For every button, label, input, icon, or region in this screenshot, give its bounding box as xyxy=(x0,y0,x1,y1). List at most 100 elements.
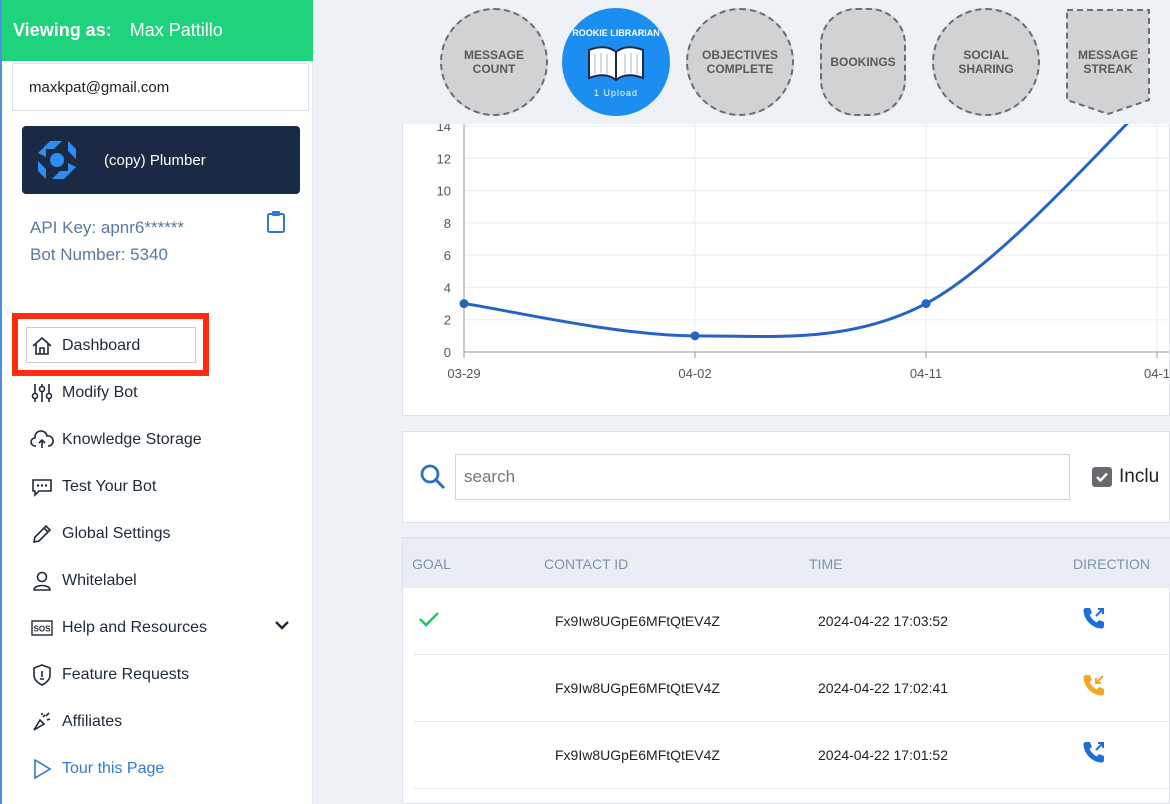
badge-objectives-complete[interactable]: OBJECTIVES COMPLETE xyxy=(686,8,794,116)
bot-selector[interactable]: (copy) Plumber xyxy=(22,126,300,194)
badge-line: MESSAGE xyxy=(463,48,524,62)
badge-title: ROOKIE LIBRARIAN xyxy=(572,28,660,38)
badge-line: SOCIAL xyxy=(963,48,1009,62)
contact-id: Fx9Iw8UGpE6MFtQtEV4Z xyxy=(555,747,720,763)
shield-icon xyxy=(30,663,54,687)
y-tick-label: 10 xyxy=(437,184,451,199)
y-tick-label: 2 xyxy=(444,313,451,328)
y-tick-label: 6 xyxy=(444,248,451,263)
include-checkbox[interactable] xyxy=(1092,467,1112,487)
chevron-down-icon[interactable] xyxy=(274,617,290,635)
nav-dashboard[interactable]: Dashboard xyxy=(30,322,300,369)
x-tick-label: 04-11 xyxy=(910,366,942,381)
play-icon xyxy=(30,757,54,781)
y-tick-label: 14 xyxy=(437,124,451,134)
outgoing-call-icon xyxy=(1083,742,1104,763)
nav-tour-this-page[interactable]: Tour this Page xyxy=(30,745,300,792)
nav-help-and-resources[interactable]: SOS Help and Resources xyxy=(30,604,300,651)
badge-social-sharing[interactable]: SOCIAL SHARING xyxy=(932,8,1040,116)
bot-credentials: API Key: apnr6****** Bot Number: 5340 xyxy=(30,214,184,268)
book-icon xyxy=(588,46,644,82)
col-goal[interactable]: GOAL xyxy=(412,556,451,572)
home-icon xyxy=(30,334,54,358)
y-tick-label: 4 xyxy=(444,280,451,295)
account-email[interactable]: maxkpat@gmail.com xyxy=(12,63,309,111)
y-tick-label: 8 xyxy=(444,216,451,231)
sos-icon: SOS xyxy=(30,616,54,640)
data-point xyxy=(459,299,469,309)
sidebar-nav: Dashboard Modify Bot Knowledge Storage T… xyxy=(30,322,300,792)
nav-label: Dashboard xyxy=(62,336,141,354)
series-line xyxy=(463,124,1129,338)
table-header: GOAL CONTACT ID TIME DIRECTION xyxy=(403,538,1170,588)
badge-line: OBJECTIVES xyxy=(701,48,779,62)
nav-label: Help and Resources xyxy=(62,618,207,636)
viewing-as-label: Viewing as: xyxy=(13,20,112,40)
badge-line: MESSAGE xyxy=(1078,48,1138,62)
table-row[interactable]: Fx9Iw8UGpE6MFtQtEV4Z 2024-04-22 17:01:52 xyxy=(414,722,1170,789)
search-icon[interactable] xyxy=(420,464,446,490)
col-direction[interactable]: DIRECTION xyxy=(1073,556,1150,572)
incoming-call-icon xyxy=(1083,675,1104,696)
nav-label: Knowledge Storage xyxy=(62,430,202,448)
nav-label: Feature Requests xyxy=(62,665,190,683)
highlight-box xyxy=(12,313,209,376)
svg-text:SOS: SOS xyxy=(34,624,52,633)
line-chart: 0 2 4 6 8 10 12 14 03-29 04-02 04-11 04-1 xyxy=(437,119,1170,381)
y-tick-label: 0 xyxy=(444,345,451,360)
conversations-table: GOAL CONTACT ID TIME DIRECTION Fx9Iw8UGp… xyxy=(402,537,1170,804)
x-tick-label: 03-29 xyxy=(447,366,480,381)
achievement-badges: MESSAGE COUNT ROOKIE LIBRARIAN 1 Upload O… xyxy=(313,0,1170,124)
nav-whitelabel[interactable]: Whitelabel xyxy=(30,557,300,604)
nav-label: Affiliates xyxy=(62,712,123,730)
x-tick-label: 04-1 xyxy=(1144,366,1169,381)
data-point xyxy=(921,299,931,309)
nav-test-your-bot[interactable]: Test Your Bot xyxy=(30,463,300,510)
sidebar: Viewing as: Max Pattillo maxkpat@gmail.c… xyxy=(0,0,313,804)
megaphone-icon xyxy=(30,710,54,734)
y-tick-label: 12 xyxy=(437,151,451,166)
cloud-upload-icon xyxy=(30,428,54,452)
col-contact-id[interactable]: CONTACT ID xyxy=(544,556,629,572)
search-input[interactable] xyxy=(455,454,1070,500)
badge-message-count[interactable]: MESSAGE COUNT xyxy=(440,8,548,116)
badge-line: STREAK xyxy=(1083,62,1133,76)
bot-logo-icon xyxy=(38,141,76,179)
badge-message-streak[interactable]: MESSAGE STREAK xyxy=(1065,8,1151,121)
pencil-icon xyxy=(30,522,54,546)
badge-line: COUNT xyxy=(472,62,516,76)
time: 2024-04-22 17:03:52 xyxy=(818,613,948,629)
clipboard-icon[interactable] xyxy=(266,210,286,234)
sliders-icon xyxy=(30,381,54,405)
nav-knowledge-storage[interactable]: Knowledge Storage xyxy=(30,416,300,463)
api-key: API Key: apnr6****** xyxy=(30,218,185,237)
bot-number: Bot Number: 5340 xyxy=(30,245,168,264)
checkmark-icon xyxy=(419,612,439,627)
viewing-as-user: Max Pattillo xyxy=(129,20,223,40)
badge-bookings[interactable]: BOOKINGS xyxy=(820,8,906,116)
x-tick-label: 04-02 xyxy=(678,366,711,381)
nav-affiliates[interactable]: Affiliates xyxy=(30,698,300,745)
time: 2024-04-22 17:01:52 xyxy=(818,747,948,763)
badge-rookie-librarian[interactable]: ROOKIE LIBRARIAN 1 Upload xyxy=(562,8,670,116)
nav-global-settings[interactable]: Global Settings xyxy=(30,510,300,557)
nav-label: Whitelabel xyxy=(62,571,137,589)
nav-feature-requests[interactable]: Feature Requests xyxy=(30,651,300,698)
col-time[interactable]: TIME xyxy=(809,556,843,572)
contact-id: Fx9Iw8UGpE6MFtQtEV4Z xyxy=(555,613,720,629)
time: 2024-04-22 17:02:41 xyxy=(818,680,948,696)
outgoing-call-icon xyxy=(1083,608,1104,629)
badge-subtitle: 1 Upload xyxy=(593,88,639,98)
dashboard-active-box xyxy=(26,327,196,363)
nav-modify-bot[interactable]: Modify Bot xyxy=(30,369,300,416)
include-label: Inclu xyxy=(1119,466,1160,487)
search-card: Inclu xyxy=(402,431,1170,523)
table-row[interactable]: Fx9Iw8UGpE6MFtQtEV4Z 2024-04-22 17:02:41 xyxy=(414,655,1170,722)
viewing-as-banner: Viewing as: Max Pattillo xyxy=(2,0,313,61)
data-point xyxy=(690,331,700,341)
messages-chart-card: 0 2 4 6 8 10 12 14 03-29 04-02 04-11 04-1 xyxy=(402,119,1170,416)
bot-name: (copy) Plumber xyxy=(104,151,206,169)
table-row[interactable]: Fx9Iw8UGpE6MFtQtEV4Z 2024-04-22 17:03:52 xyxy=(414,588,1170,655)
chat-icon xyxy=(30,475,54,499)
nav-label: Global Settings xyxy=(62,524,171,542)
